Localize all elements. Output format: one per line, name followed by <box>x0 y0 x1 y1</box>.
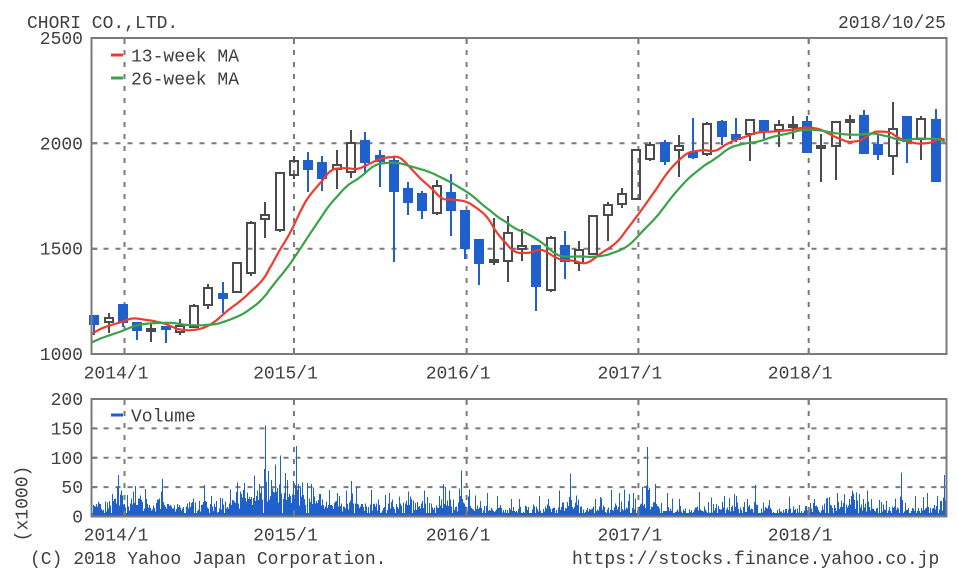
svg-text:2016/1: 2016/1 <box>426 365 491 385</box>
svg-text:2017/1: 2017/1 <box>597 365 662 385</box>
svg-text:2015/1: 2015/1 <box>253 527 318 547</box>
svg-text:(C) 2018 Yahoo Japan Corporati: (C) 2018 Yahoo Japan Corporation. <box>30 550 386 570</box>
svg-text:2018/1: 2018/1 <box>768 365 833 385</box>
svg-text:2018/10/25: 2018/10/25 <box>838 14 946 34</box>
svg-text:150: 150 <box>51 420 83 440</box>
svg-text:1000: 1000 <box>40 346 83 366</box>
svg-text:(x1000): (x1000) <box>14 466 34 542</box>
svg-text:26-week MA: 26-week MA <box>131 71 239 91</box>
svg-text:2016/1: 2016/1 <box>426 527 491 547</box>
svg-text:100: 100 <box>51 450 83 470</box>
svg-text:2017/1: 2017/1 <box>597 527 662 547</box>
svg-text:0: 0 <box>72 509 83 529</box>
svg-text:1500: 1500 <box>40 241 83 261</box>
svg-text:200: 200 <box>51 391 83 411</box>
svg-text:CHORI CO.,LTD.: CHORI CO.,LTD. <box>27 14 178 34</box>
svg-text:2000: 2000 <box>40 135 83 155</box>
svg-text:50: 50 <box>61 479 83 499</box>
svg-text:13-week MA: 13-week MA <box>131 48 239 68</box>
svg-text:2014/1: 2014/1 <box>84 527 149 547</box>
svg-text:Volume: Volume <box>131 408 196 428</box>
svg-text:2014/1: 2014/1 <box>84 365 149 385</box>
svg-text:2018/1: 2018/1 <box>768 527 833 547</box>
svg-text:2500: 2500 <box>40 30 83 50</box>
svg-text:2015/1: 2015/1 <box>253 365 318 385</box>
svg-text:https://stocks.finance.yahoo.c: https://stocks.finance.yahoo.co.jp <box>572 550 939 570</box>
